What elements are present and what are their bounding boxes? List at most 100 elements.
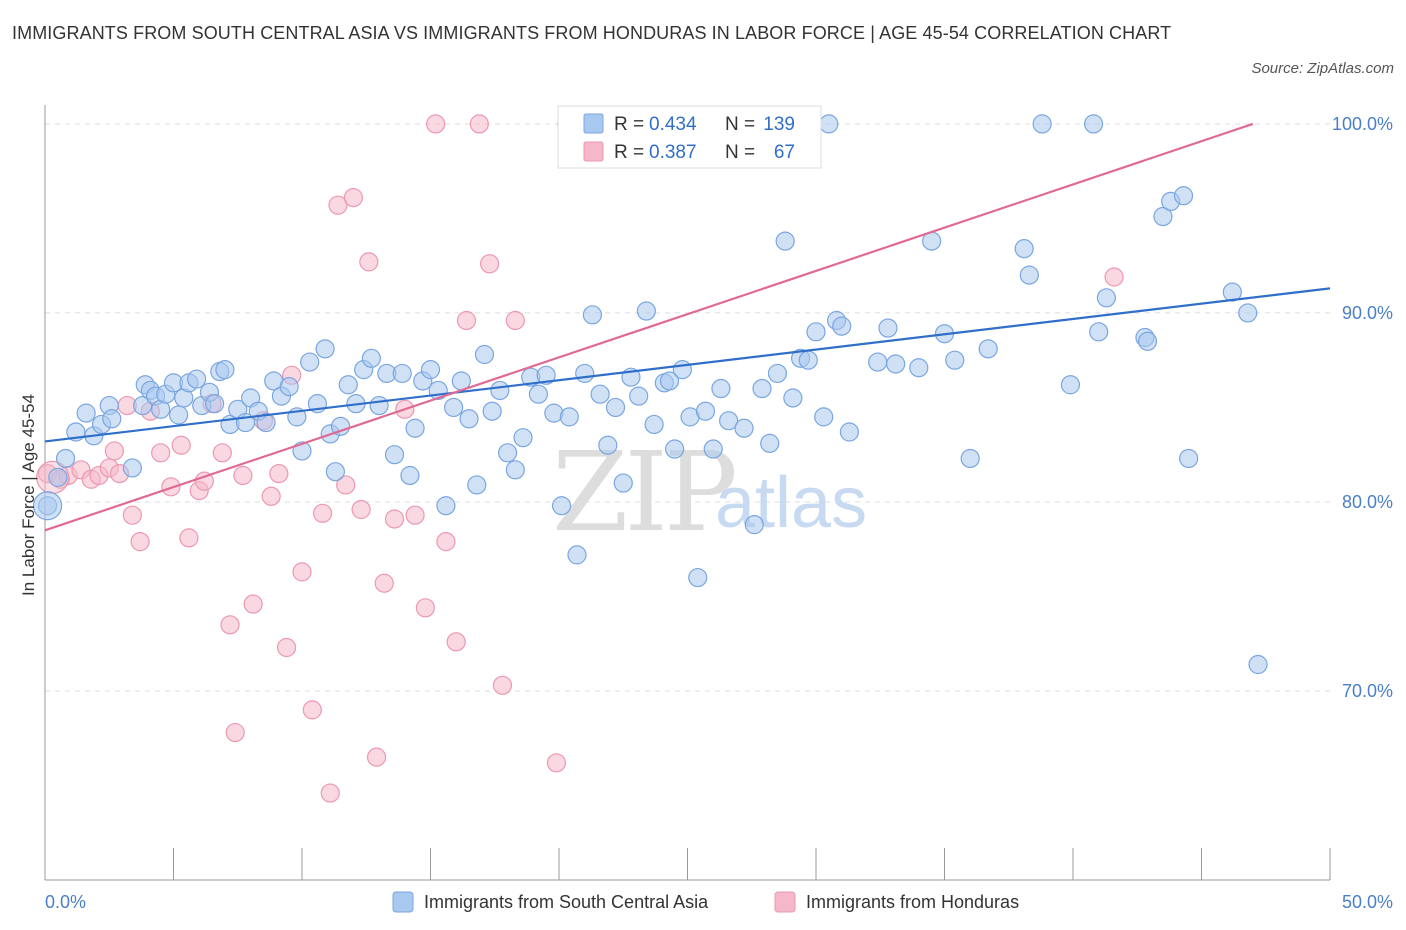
point-honduras [1104, 267, 1124, 287]
series-south-central-asia [32, 114, 1268, 675]
point-honduras [480, 254, 500, 274]
point-south-central-asia [832, 316, 852, 336]
point-south-central-asia [513, 428, 533, 448]
point-honduras [492, 675, 513, 695]
point-south-central-asia [205, 394, 225, 414]
point-south-central-asia [659, 371, 680, 391]
point-south-central-asia [945, 350, 965, 370]
point-honduras [122, 505, 142, 525]
point-south-central-asia [330, 416, 351, 436]
y-tick-label: 100.0% [1332, 114, 1393, 134]
legend-swatch-blue [392, 891, 414, 913]
point-honduras [374, 573, 394, 593]
point-south-central-asia [102, 409, 122, 429]
point-honduras [292, 562, 312, 582]
point-south-central-asia [122, 458, 142, 478]
point-south-central-asia [559, 407, 579, 427]
point-south-central-asia [215, 360, 235, 380]
point-south-central-asia [1060, 375, 1081, 395]
stats-r-value-blue: 0.434 [649, 114, 697, 135]
point-south-central-asia [598, 435, 618, 455]
point-south-central-asia [878, 318, 898, 338]
point-honduras [405, 505, 425, 525]
x-tick-label-min: 0.0% [45, 892, 86, 912]
point-south-central-asia [703, 439, 723, 459]
y-tick-label: 70.0% [1342, 681, 1393, 701]
point-south-central-asia [32, 491, 63, 521]
point-south-central-asia [613, 473, 633, 493]
stats-box: R = 0.434 N = 139 R = 0.387 N = 67 [557, 105, 822, 169]
legend-swatch-pink [774, 891, 796, 913]
point-south-central-asia [369, 395, 389, 416]
point-south-central-asia [1238, 303, 1258, 323]
point-south-central-asia [1153, 206, 1173, 227]
legend: Immigrants from South Central Asia Immig… [392, 891, 1019, 913]
point-south-central-asia [775, 231, 795, 251]
point-honduras [351, 499, 371, 520]
point-south-central-asia [868, 352, 888, 372]
point-honduras [194, 471, 214, 491]
point-honduras [151, 443, 171, 463]
point-south-central-asia [187, 369, 207, 389]
point-south-central-asia [338, 375, 358, 395]
point-south-central-asia [420, 360, 441, 380]
point-south-central-asia [767, 363, 788, 384]
point-south-central-asia [133, 395, 153, 416]
point-south-central-asia [744, 515, 764, 535]
point-south-central-asia [1179, 448, 1199, 469]
point-honduras [320, 783, 340, 803]
watermark: ZIP atlas [552, 428, 867, 556]
point-south-central-asia [325, 462, 346, 482]
chart-title: IMMIGRANTS FROM SOUTH CENTRAL ASIA VS IM… [12, 23, 1172, 43]
point-south-central-asia [436, 496, 456, 516]
point-south-central-asia [734, 418, 754, 438]
stats-n-label-pink: N = [725, 142, 755, 163]
point-south-central-asia [528, 384, 549, 404]
point-south-central-asia [551, 496, 572, 516]
point-south-central-asia [392, 363, 412, 384]
point-south-central-asia [688, 567, 708, 588]
point-honduras [546, 753, 567, 773]
point-south-central-asia [48, 467, 68, 487]
point-south-central-asia [672, 360, 692, 380]
stats-r-value-pink: 0.387 [649, 142, 697, 163]
point-south-central-asia [1032, 114, 1052, 134]
point-honduras [130, 532, 150, 552]
point-south-central-asia [760, 433, 780, 453]
point-honduras [302, 700, 322, 720]
trend-line-south-central-asia [44, 287, 1331, 443]
point-south-central-asia [279, 377, 299, 397]
point-south-central-asia [482, 401, 502, 421]
point-south-central-asia [169, 405, 189, 425]
point-honduras [104, 441, 124, 461]
point-south-central-asia [400, 465, 420, 486]
point-south-central-asia [960, 448, 980, 469]
point-south-central-asia [1222, 282, 1242, 302]
point-south-central-asia [719, 411, 739, 431]
point-south-central-asia [1096, 288, 1117, 308]
point-south-central-asia [839, 422, 860, 442]
point-honduras [312, 503, 333, 523]
point-south-central-asia [536, 365, 556, 385]
point-south-central-asia [256, 412, 276, 433]
point-south-central-asia [315, 339, 335, 359]
point-south-central-asia [909, 358, 929, 378]
point-honduras [261, 486, 281, 506]
point-south-central-asia [361, 348, 381, 368]
point-south-central-asia [444, 397, 464, 418]
point-honduras [243, 594, 263, 614]
point-honduras [179, 528, 199, 548]
point-south-central-asia [498, 443, 518, 463]
point-south-central-asia [814, 407, 834, 427]
point-honduras [343, 188, 363, 208]
point-honduras [336, 475, 356, 495]
point-honduras [328, 195, 348, 215]
point-honduras [436, 532, 456, 552]
y-tick-label: 90.0% [1342, 303, 1393, 323]
legend-label-blue: Immigrants from South Central Asia [424, 892, 709, 912]
point-honduras [469, 114, 489, 134]
point-south-central-asia [582, 305, 603, 325]
y-axis-title: In Labor Force | Age 45-54 [19, 394, 38, 596]
point-south-central-asia [1014, 239, 1034, 259]
